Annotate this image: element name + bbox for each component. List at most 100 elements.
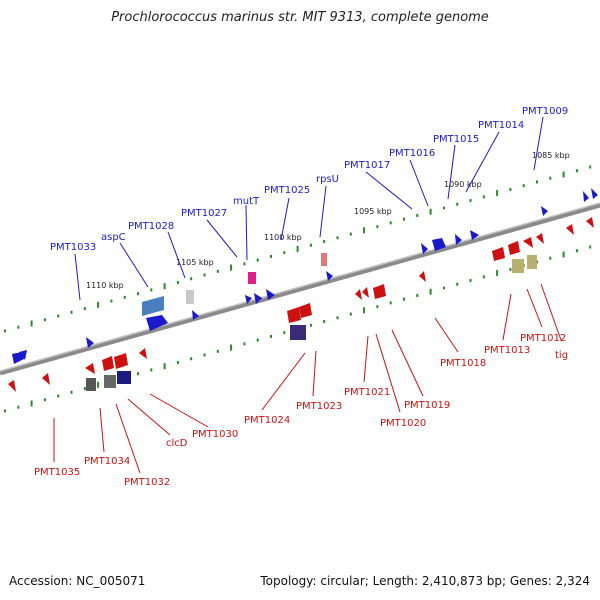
gene-label[interactable]: PMT1034 [84, 456, 130, 467]
gene-box[interactable] [512, 259, 524, 273]
gene-label[interactable]: tig [555, 350, 568, 361]
gene-arrow[interactable] [245, 295, 252, 304]
scale-tick [4, 409, 6, 413]
gene-box[interactable] [104, 375, 116, 388]
gene-arrow[interactable] [19, 350, 27, 360]
gene-arrow[interactable] [139, 348, 147, 359]
gene-label[interactable]: PMT1015 [433, 134, 479, 145]
scale-tick [17, 405, 20, 409]
gene-label[interactable]: PMT1018 [440, 358, 486, 369]
gene-label[interactable]: PMT1023 [296, 401, 342, 412]
scale-tick [30, 400, 33, 407]
scale-tick [230, 264, 233, 271]
gene-label[interactable]: PMT1012 [520, 333, 566, 344]
gene-label[interactable]: PMT1025 [264, 185, 310, 196]
scale-tick [137, 292, 139, 296]
gene-box[interactable] [186, 290, 194, 304]
kbp-label: 1100 kbp [264, 233, 302, 242]
gene-arrow[interactable] [373, 284, 386, 299]
gene-label[interactable]: clcD [166, 438, 188, 449]
scale-tick [389, 221, 392, 225]
gene-arrow[interactable] [591, 188, 598, 199]
gene-arrow[interactable] [85, 363, 95, 374]
gene-arrow[interactable] [536, 233, 544, 244]
scale-tick [57, 394, 60, 398]
scale-tick [562, 171, 565, 178]
gene-arrow[interactable] [566, 224, 574, 235]
gene-box[interactable] [248, 272, 256, 284]
gene-arrow[interactable] [421, 243, 428, 254]
gene-label[interactable]: PMT1019 [404, 400, 450, 411]
gene-label[interactable]: rpsU [316, 174, 339, 185]
scale-tick [442, 206, 445, 210]
gene-arrow[interactable] [523, 237, 533, 248]
scale-tick [456, 202, 459, 206]
gene-arrow[interactable] [508, 241, 520, 255]
gene-label[interactable]: PMT1033 [50, 242, 96, 253]
scale-tick [110, 299, 113, 303]
gene-label[interactable]: PMT1024 [244, 415, 290, 426]
scale-tick [216, 349, 219, 353]
gene-label[interactable]: PMT1013 [484, 345, 530, 356]
gene-box[interactable] [142, 296, 164, 316]
scale-tick [363, 307, 366, 314]
gene-arrow[interactable] [541, 206, 548, 216]
gene-arrow[interactable] [492, 247, 505, 261]
gene-label[interactable]: PMT1021 [344, 387, 390, 398]
gene-arrow[interactable] [355, 289, 362, 300]
gene-arrow[interactable] [42, 373, 50, 385]
gene-arrow[interactable] [192, 310, 199, 320]
gene-arrow[interactable] [586, 217, 594, 228]
gene-label[interactable]: PMT1028 [128, 221, 174, 232]
gene-arrow[interactable] [362, 287, 369, 298]
scale-tick [43, 318, 46, 322]
gene-arrow[interactable] [419, 271, 426, 282]
gene-box[interactable] [290, 325, 306, 340]
gene-label[interactable]: PMT1030 [192, 429, 238, 440]
scale-tick [309, 323, 312, 327]
gene-arrow[interactable] [287, 307, 301, 323]
genome-backbone [0, 202, 600, 376]
gene-arrow[interactable] [470, 230, 479, 240]
scale-tick [270, 254, 272, 258]
gene-arrow[interactable] [102, 356, 114, 371]
gene-label[interactable]: PMT1014 [478, 120, 524, 131]
gene-label[interactable]: PMT1027 [181, 208, 227, 219]
gene-arrow[interactable] [583, 191, 589, 202]
gene-box[interactable] [117, 371, 131, 384]
gene-arrow[interactable] [432, 238, 446, 251]
scale-tick [363, 227, 366, 234]
gene-box[interactable] [86, 378, 96, 391]
map-title: Prochlorococcus marinus str. MIT 9313, c… [111, 10, 489, 25]
gene-arrow[interactable] [326, 271, 333, 281]
gene-box[interactable] [321, 253, 327, 266]
gene-arrow[interactable] [8, 380, 16, 392]
gene-arrow[interactable] [266, 289, 275, 300]
scale-tick [256, 258, 259, 262]
reverse-features [8, 217, 594, 392]
scale-tick [416, 293, 419, 297]
gene-label[interactable]: mutT [233, 196, 260, 207]
gene-label[interactable]: PMT1035 [34, 467, 80, 478]
scale-tick [283, 331, 286, 335]
gene-label[interactable]: PMT1017 [344, 160, 390, 171]
scale-tick [190, 357, 193, 361]
gene-label[interactable]: PMT1020 [380, 418, 426, 429]
scale-tick [575, 249, 578, 253]
scale-tick [349, 232, 352, 236]
gene-arrow[interactable] [12, 352, 24, 364]
gene-arrow[interactable] [114, 353, 128, 369]
gene-label[interactable]: PMT1032 [124, 477, 170, 488]
gene-box[interactable] [527, 255, 537, 269]
gene-label[interactable]: aspC [101, 232, 126, 243]
gene-arrow[interactable] [146, 315, 168, 331]
gene-label[interactable]: PMT1016 [389, 148, 435, 159]
gene-arrow[interactable] [86, 337, 94, 348]
scale-tick [429, 288, 432, 295]
gene-arrow[interactable] [299, 303, 312, 318]
scale-tick [176, 360, 179, 364]
gene-arrow[interactable] [455, 234, 462, 245]
scale-tick [522, 184, 525, 188]
gene-arrow[interactable] [254, 293, 262, 304]
gene-label[interactable]: PMT1009 [522, 106, 568, 117]
